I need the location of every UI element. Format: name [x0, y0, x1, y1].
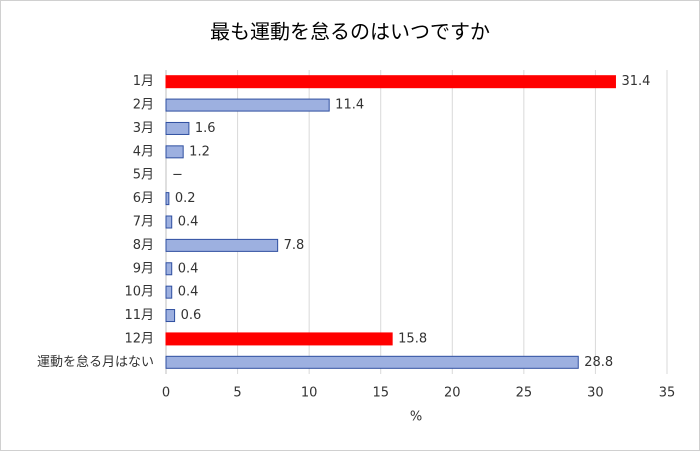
x-tick-label: 25	[516, 386, 533, 401]
value-label: 15.8	[398, 331, 427, 346]
y-tick-label: 12月	[124, 331, 154, 346]
bar	[165, 192, 170, 206]
value-label: 1.2	[189, 144, 210, 159]
y-tick-label: 8月	[133, 238, 154, 253]
value-label: 11.4	[335, 98, 364, 113]
bar	[165, 98, 330, 112]
value-label: 1.6	[195, 121, 216, 136]
bar	[165, 121, 190, 135]
bar	[165, 145, 184, 159]
y-tick-label: 3月	[133, 121, 154, 136]
x-tick-label: 30	[587, 386, 604, 401]
value-label: 28.8	[584, 355, 613, 370]
y-tick-label: 運動を怠る月はない	[37, 354, 154, 370]
value-label: 0.2	[175, 191, 196, 206]
value-label: 0.4	[178, 285, 199, 300]
y-tick-label: 5月	[133, 168, 154, 183]
y-tick-label: 7月	[133, 215, 154, 230]
y-tick-label: 10月	[124, 285, 154, 300]
y-tick-label: 2月	[133, 98, 154, 113]
x-tick-label: 5	[233, 386, 241, 401]
bar	[165, 285, 173, 299]
bar	[165, 215, 173, 229]
value-label: −	[172, 168, 183, 183]
bar	[165, 262, 173, 276]
bar	[165, 355, 579, 369]
value-label: 7.8	[284, 238, 305, 253]
bar	[165, 332, 393, 346]
y-tick-label: 4月	[133, 144, 154, 159]
x-tick-label: 0	[162, 386, 170, 401]
x-tick-label: 20	[444, 386, 461, 401]
x-axis-label: %	[410, 410, 422, 425]
y-tick-label: 6月	[133, 191, 154, 206]
y-tick-label: 1月	[133, 74, 154, 89]
value-label: 31.4	[621, 74, 650, 89]
x-tick-label: 10	[301, 386, 318, 401]
value-label: 0.4	[178, 261, 199, 276]
x-tick-label: 35	[659, 386, 676, 401]
value-label: 0.6	[181, 308, 202, 323]
x-tick-label: 15	[372, 386, 389, 401]
bar	[165, 75, 616, 89]
value-label: 0.4	[178, 215, 199, 230]
y-tick-label: 9月	[133, 261, 154, 276]
bar	[165, 238, 279, 252]
bar	[165, 309, 176, 323]
y-tick-label: 11月	[124, 308, 154, 323]
chart-title: 最も運動を怠るのはいつですか	[210, 20, 490, 44]
